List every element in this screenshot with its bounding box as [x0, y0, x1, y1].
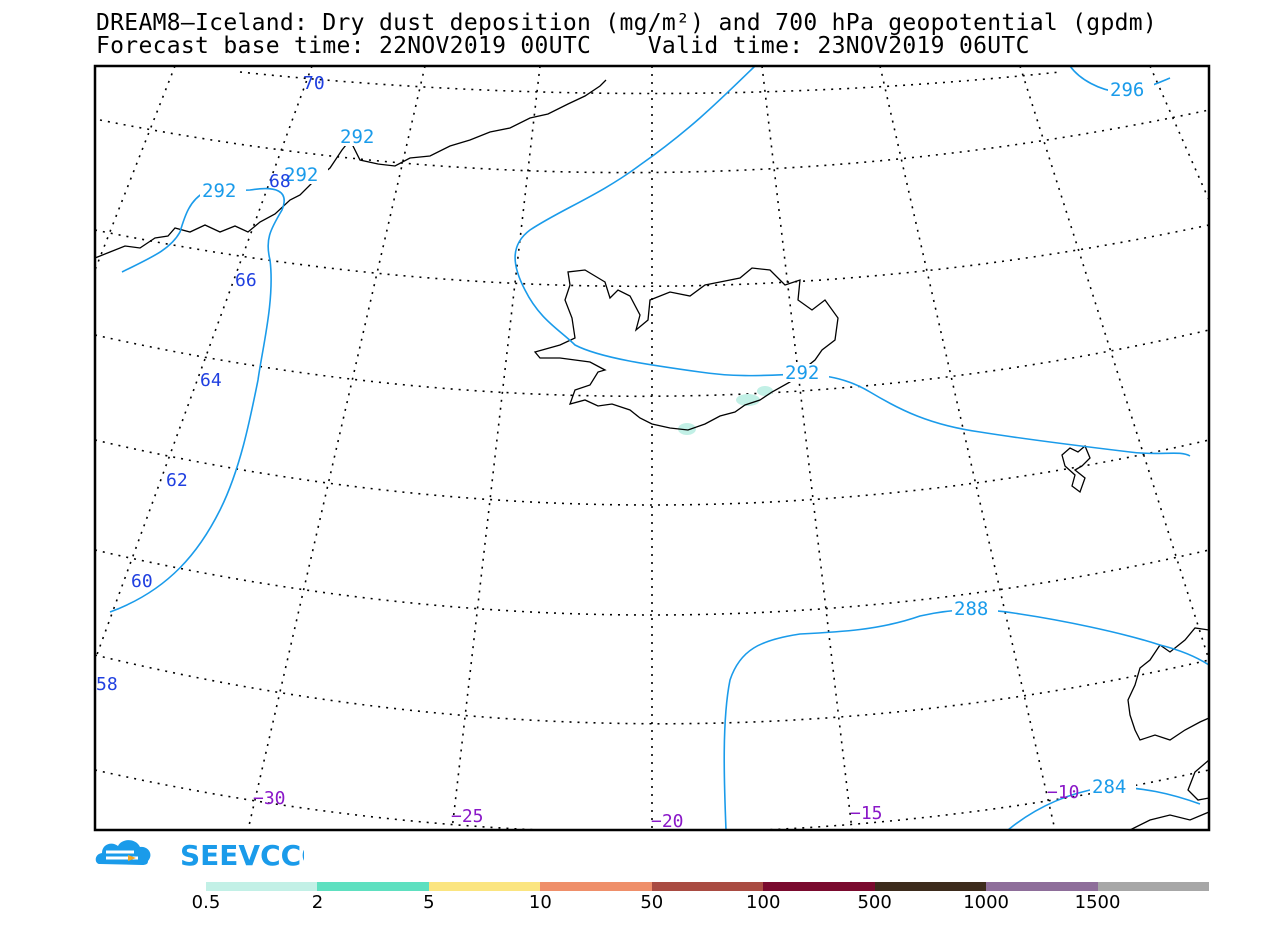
lat-label: 66: [235, 270, 257, 291]
contour-label: 292: [340, 126, 374, 148]
legend-swatch: [874, 882, 987, 891]
iceland-coast: [533, 267, 839, 431]
meridian-minus10: [879, 66, 1056, 830]
legend-tick-label: 100: [746, 892, 781, 913]
contour-label: 292: [785, 362, 819, 384]
parallel-58: [95, 654, 1209, 725]
legend-tick-label: 10: [528, 892, 552, 913]
contour-292-greenland: [109, 187, 285, 613]
lat-label: 62: [166, 470, 188, 491]
contour-labels: 292 292 292 292 296 288 284: [200, 79, 1154, 798]
legend-tick-label: 500: [857, 892, 892, 913]
lat-label: 58: [96, 674, 118, 695]
meridian-0: [1149, 66, 1209, 201]
parallel-60: [95, 549, 1209, 616]
map-frame: [93, 64, 1211, 832]
legend-tick-label: 1000: [963, 892, 1010, 913]
greenland-coast: [95, 79, 607, 259]
lon-label: −25: [451, 806, 484, 827]
lon-label: −10: [1047, 782, 1080, 803]
color-legend: [206, 882, 1209, 891]
legend-swatch: [540, 882, 652, 891]
map-subtitle-times: Forecast base time: 22NOV2019 00UTC Vali…: [96, 33, 1030, 59]
legend-swatch: [763, 882, 875, 891]
norway-coast-south: [1187, 759, 1209, 801]
meridian-minus20-west: [451, 66, 541, 830]
logo-text: SEEVCCC: [180, 839, 304, 872]
dust-patch-southeast: [736, 394, 760, 406]
meridian-minus25: [247, 66, 426, 830]
norway-coast: [1127, 627, 1209, 741]
parallel-68: [99, 109, 1209, 174]
legend-swatch: [428, 882, 541, 891]
lon-label: −20: [651, 811, 684, 832]
legend-swatch: [986, 882, 1098, 891]
dust-patch-south: [678, 423, 696, 435]
coastlines: [95, 79, 1209, 830]
legend-swatch: [651, 882, 764, 891]
parallels: [95, 71, 1209, 830]
lon-label: −15: [850, 803, 883, 824]
meridians: [95, 66, 1209, 830]
legend-swatch: [317, 882, 429, 891]
latitude-labels: 70 68 66 64 62 60 58: [96, 73, 325, 695]
map-title: DREAM8—Iceland: Dry dust deposition (mg/…: [96, 10, 1158, 36]
faroe-islands: [1061, 444, 1091, 494]
meridian-minus15: [761, 66, 853, 830]
parallel-64: [95, 329, 1209, 398]
parallel-70: [239, 71, 1061, 95]
parallel-62: [95, 439, 1209, 506]
scotland-coast: [1129, 811, 1209, 830]
contour-label: 292: [284, 164, 318, 186]
dust-patch-southeast-2: [757, 386, 773, 396]
legend-tick-label: 2: [311, 892, 324, 913]
meridian-minus5: [1019, 66, 1209, 661]
lat-label: 64: [200, 370, 222, 391]
cloud-icon: [95, 840, 151, 865]
lat-label: 68: [269, 171, 291, 192]
contour-label: 288: [954, 598, 988, 620]
legend-tick-label: 5: [423, 892, 435, 913]
contour-label: 296: [1110, 79, 1144, 101]
legend-tick-label: 1500: [1074, 892, 1121, 913]
meridian-minus35: [95, 66, 176, 271]
lat-label: 60: [131, 571, 153, 592]
legend-tick-label: 50: [640, 892, 664, 913]
contour-label: 284: [1092, 776, 1126, 798]
seevccc-logo: SEEVCCC: [95, 839, 304, 872]
meridian-minus30: [95, 66, 313, 661]
legend-swatch: [206, 882, 318, 891]
contour-292-iceland: [514, 66, 1191, 457]
legend-swatch: [1097, 882, 1209, 891]
contour-label: 292: [202, 180, 236, 202]
contour-288: [723, 608, 1209, 830]
lat-label: 70: [303, 73, 325, 94]
lon-label: −30: [253, 788, 286, 809]
legend-tick-label: 0.5: [191, 892, 221, 913]
dust-patches: [678, 386, 773, 435]
longitude-labels: −30 −25 −20 −15 −10: [253, 782, 1080, 832]
